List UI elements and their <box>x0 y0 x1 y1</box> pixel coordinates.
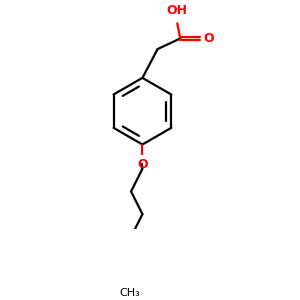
Text: OH: OH <box>167 4 188 17</box>
Text: CH₃: CH₃ <box>119 288 140 298</box>
Text: O: O <box>137 158 148 171</box>
Text: O: O <box>203 32 214 45</box>
